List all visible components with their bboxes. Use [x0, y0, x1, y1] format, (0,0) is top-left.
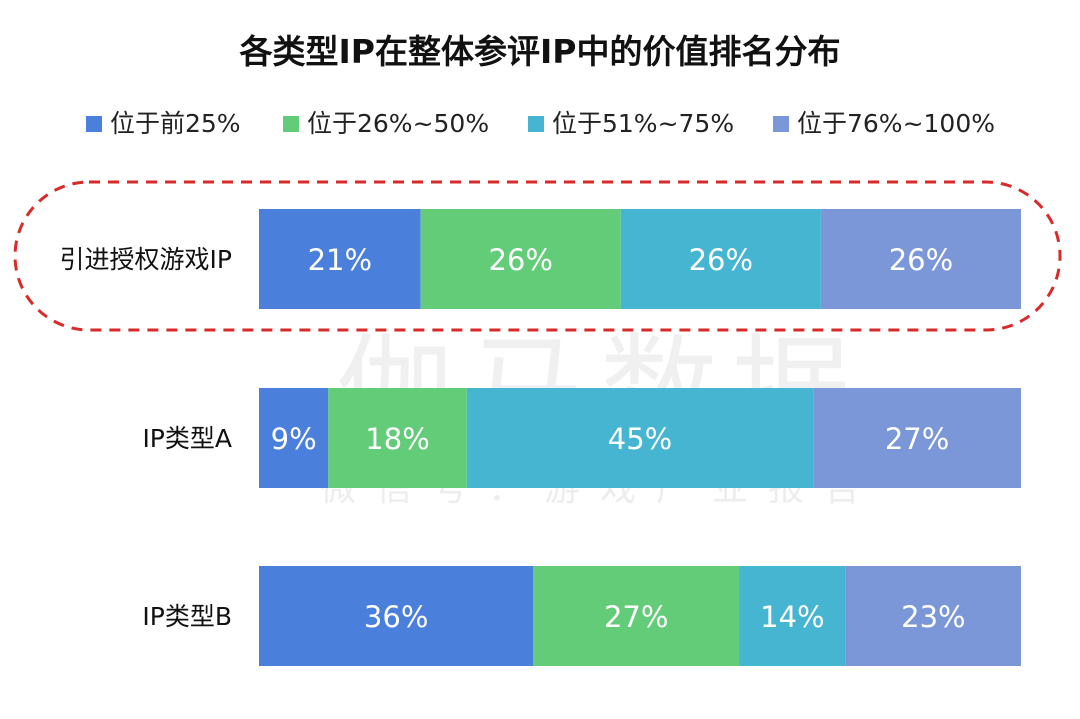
highlight-dashed-frame — [13, 180, 1062, 332]
legend-swatch — [86, 116, 102, 132]
bar-value-label: 36% — [364, 600, 428, 634]
category-label: IP类型B — [142, 602, 232, 631]
bar-segment — [420, 209, 621, 309]
legend-label: 位于51%~75% — [552, 109, 734, 138]
bar-value-label: 23% — [901, 600, 965, 634]
bar-segment — [259, 209, 421, 309]
legend-label: 位于前25% — [110, 109, 241, 138]
highlight-frame — [13, 180, 1062, 332]
bar-segment — [820, 209, 1021, 309]
legend-swatch — [773, 116, 789, 132]
legend: 位于前25% 位于26%~50% 位于51%~75% 位于76%~100% — [86, 109, 995, 138]
legend-label: 位于26%~50% — [307, 109, 489, 138]
bar-segment — [259, 388, 329, 488]
category-label: 引进授权游戏IP — [60, 245, 232, 274]
bar-segment — [533, 566, 740, 666]
bar-value-label: 9% — [271, 422, 317, 456]
legend-swatch — [528, 116, 544, 132]
bar-value-label: 26% — [488, 243, 552, 277]
bar-value-label: 26% — [889, 243, 953, 277]
bar-value-label: 21% — [308, 243, 372, 277]
bar-segment — [620, 209, 821, 309]
bar-value-label: 45% — [608, 422, 672, 456]
bar-segment — [845, 566, 1021, 666]
legend-swatch — [283, 116, 299, 132]
bar-segment — [739, 566, 846, 666]
bar-segment — [813, 388, 1021, 488]
bar-value-label: 26% — [689, 243, 753, 277]
bar-value-label: 27% — [604, 600, 668, 634]
bar-value-label: 27% — [885, 422, 949, 456]
category-label: IP类型A — [142, 424, 232, 453]
bar-value-label: 18% — [365, 422, 429, 456]
bar-segment — [328, 388, 467, 488]
chart-title: 各类型IP在整体参评IP中的价值排名分布 — [239, 32, 841, 71]
bar-value-label: 14% — [760, 600, 824, 634]
legend-label: 位于76%~100% — [797, 109, 995, 138]
bar-segment — [259, 566, 534, 666]
category-labels: 引进授权游戏IP IP类型A IP类型B — [60, 245, 232, 631]
bar-segment — [466, 388, 814, 488]
bars: 21% 26% 26% 26% 9% 18% 45% 27% 36% 27% 14% 23% — [259, 209, 1021, 666]
